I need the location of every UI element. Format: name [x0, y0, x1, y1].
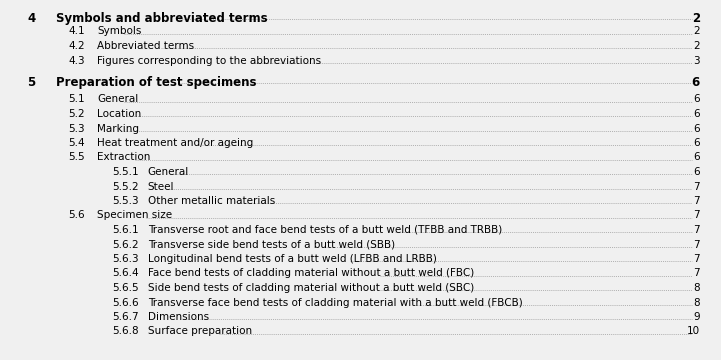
Text: Other metallic materials: Other metallic materials — [148, 196, 275, 206]
Text: Longitudinal bend tests of a butt weld (LFBB and LRBB): Longitudinal bend tests of a butt weld (… — [148, 254, 437, 264]
Text: 4.3: 4.3 — [68, 55, 85, 66]
Text: 8: 8 — [694, 283, 700, 293]
Text: 2: 2 — [694, 27, 700, 36]
Text: 7: 7 — [694, 225, 700, 235]
Text: 5.6.5: 5.6.5 — [112, 283, 138, 293]
Text: 6: 6 — [694, 167, 700, 177]
Text: 7: 7 — [694, 269, 700, 279]
Text: 5.5.1: 5.5.1 — [112, 167, 138, 177]
Text: 7: 7 — [694, 196, 700, 206]
Text: 6: 6 — [691, 76, 700, 89]
Text: 5.4: 5.4 — [68, 138, 85, 148]
Text: 7: 7 — [694, 254, 700, 264]
Text: Extraction: Extraction — [97, 153, 151, 162]
Text: Symbols: Symbols — [97, 27, 142, 36]
Text: 4.1: 4.1 — [68, 27, 85, 36]
Text: General: General — [148, 167, 189, 177]
Text: Specimen size: Specimen size — [97, 211, 172, 220]
Text: 7: 7 — [694, 211, 700, 220]
Text: 5.6.4: 5.6.4 — [112, 269, 138, 279]
Text: Location: Location — [97, 109, 141, 119]
Text: Face bend tests of cladding material without a butt weld (FBC): Face bend tests of cladding material wit… — [148, 269, 474, 279]
Text: Figures corresponding to the abbreviations: Figures corresponding to the abbreviatio… — [97, 55, 322, 66]
Text: Dimensions: Dimensions — [148, 312, 209, 322]
Text: 5.3: 5.3 — [68, 123, 85, 134]
Text: 5.6.1: 5.6.1 — [112, 225, 138, 235]
Text: Transverse root and face bend tests of a butt weld (TFBB and TRBB): Transverse root and face bend tests of a… — [148, 225, 502, 235]
Text: Steel: Steel — [148, 181, 174, 192]
Text: Side bend tests of cladding material without a butt weld (SBC): Side bend tests of cladding material wit… — [148, 283, 474, 293]
Text: 4.2: 4.2 — [68, 41, 85, 51]
Text: 6: 6 — [694, 153, 700, 162]
Text: Transverse side bend tests of a butt weld (SBB): Transverse side bend tests of a butt wel… — [148, 239, 395, 249]
Text: 6: 6 — [694, 109, 700, 119]
Text: 5.2: 5.2 — [68, 109, 85, 119]
Text: General: General — [97, 94, 138, 104]
Text: 5.6.3: 5.6.3 — [112, 254, 138, 264]
Text: 3: 3 — [694, 55, 700, 66]
Text: Preparation of test specimens: Preparation of test specimens — [56, 76, 257, 89]
Text: 5.6.6: 5.6.6 — [112, 297, 138, 307]
Text: 7: 7 — [694, 239, 700, 249]
Text: 6: 6 — [694, 94, 700, 104]
Text: 5.6.8: 5.6.8 — [112, 327, 138, 337]
Text: 5.6.7: 5.6.7 — [112, 312, 138, 322]
Text: 6: 6 — [694, 123, 700, 134]
Text: Heat treatment and/or ageing: Heat treatment and/or ageing — [97, 138, 254, 148]
Text: 5.5.2: 5.5.2 — [112, 181, 138, 192]
Text: Symbols and abbreviated terms: Symbols and abbreviated terms — [56, 12, 268, 25]
Text: 2: 2 — [694, 41, 700, 51]
Text: 5.5: 5.5 — [68, 153, 85, 162]
Text: Marking: Marking — [97, 123, 139, 134]
Text: 7: 7 — [694, 181, 700, 192]
Text: Surface preparation: Surface preparation — [148, 327, 252, 337]
Text: 8: 8 — [694, 297, 700, 307]
Text: Abbreviated terms: Abbreviated terms — [97, 41, 195, 51]
Text: 10: 10 — [687, 327, 700, 337]
Text: Transverse face bend tests of cladding material with a butt weld (FBCB): Transverse face bend tests of cladding m… — [148, 297, 523, 307]
Text: 5.1: 5.1 — [68, 94, 85, 104]
Text: 9: 9 — [694, 312, 700, 322]
Text: 5.5.3: 5.5.3 — [112, 196, 138, 206]
Text: 4: 4 — [27, 12, 35, 25]
Text: 5.6: 5.6 — [68, 211, 85, 220]
Text: 5.6.2: 5.6.2 — [112, 239, 138, 249]
Text: 5: 5 — [27, 76, 35, 89]
Text: 2: 2 — [692, 12, 700, 25]
Text: 6: 6 — [694, 138, 700, 148]
